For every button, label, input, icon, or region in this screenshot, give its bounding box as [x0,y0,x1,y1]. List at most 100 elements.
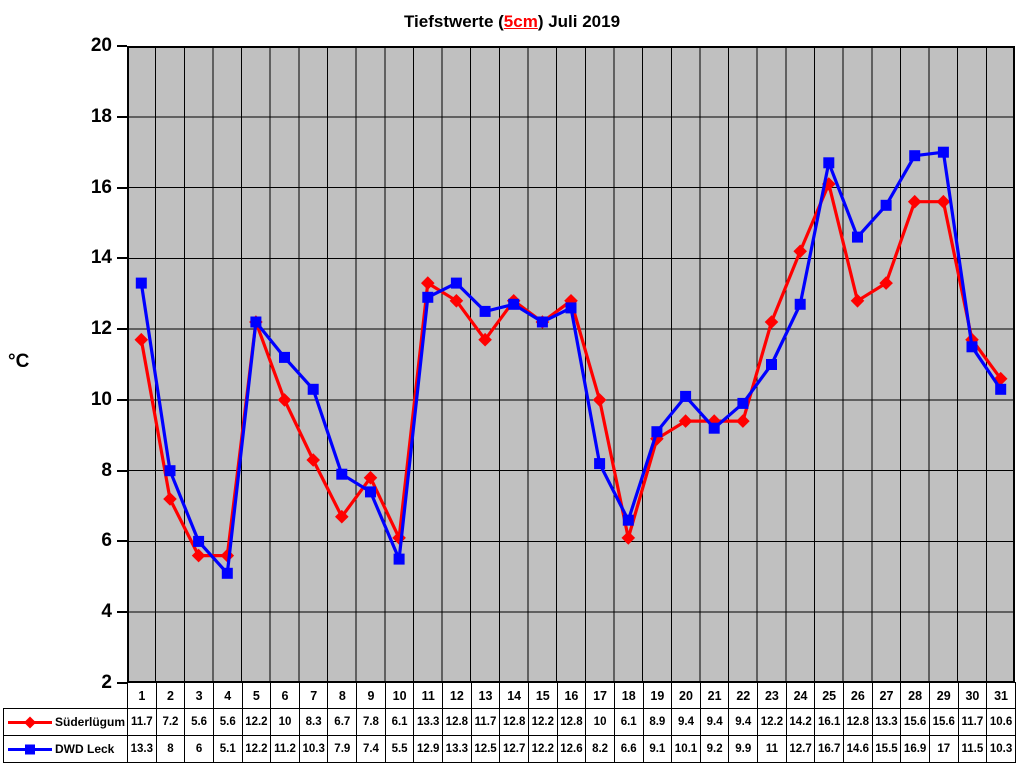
marker-square [766,359,777,370]
day-header-cell: 12 [442,682,472,709]
value-cell: 12.8 [556,708,587,736]
day-header-cell: 26 [843,682,873,709]
marker-diamond [592,393,607,407]
title-prefix: Tiefstwerte ( [403,12,504,31]
day-header-cell: 13 [470,682,501,709]
value-cell: 13.3 [127,735,157,763]
legend-entry: Süderlügum [5,715,127,730]
y-axis-tick [117,115,127,118]
value-cell: 5.1 [212,735,243,763]
day-header-cell: 31 [986,682,1016,709]
day-header-cell: 25 [814,682,845,709]
y-axis-tick [117,257,127,260]
marker-square [565,302,577,314]
day-header-cell: 9 [356,682,386,709]
marker-diamond [678,414,693,428]
marker-square [336,468,348,480]
day-header-cell: 20 [671,682,701,709]
value-cell: 12.8 [843,708,873,736]
marker-square [995,383,1007,395]
day-header-cell: 24 [785,682,816,709]
marker-square [250,316,262,328]
value-cell: 10.3 [298,735,329,763]
value-cell: 7.8 [356,708,386,736]
marker-square [852,231,863,243]
value-cell: 10.1 [671,735,701,763]
day-header-cell: 6 [270,682,300,709]
value-cell: 11.7 [957,708,988,736]
day-header-cell: 8 [327,682,358,709]
value-cell: 15.6 [928,708,959,736]
value-cell: 13.3 [871,708,902,736]
y-axis-tick [117,611,127,614]
marker-square [307,383,319,395]
value-cell: 6.7 [327,708,358,736]
value-cell: 7.2 [155,708,186,736]
marker-square [937,146,949,158]
marker-square [651,426,663,438]
marker-square [193,535,205,547]
value-cell: 16.7 [814,735,845,763]
value-cell: 6.1 [384,708,415,736]
value-cell: 11.7 [470,708,501,736]
value-cell: 9.1 [642,735,673,763]
value-cell: 5.5 [384,735,415,763]
day-header-cell: 23 [757,682,787,709]
value-cell: 5.6 [212,708,243,736]
value-cell: 7.4 [356,735,386,763]
day-header-cell: 7 [298,682,329,709]
y-axis-tick [117,328,127,331]
y-axis-tick [117,186,127,189]
plot-area [127,46,1015,683]
value-cell: 9.9 [728,735,759,763]
value-cell: 8.9 [642,708,673,736]
value-cell: 12.9 [413,735,444,763]
value-cell: 13.3 [442,735,472,763]
value-cell: 9.4 [671,708,701,736]
marker-diamond [421,276,435,290]
value-cell: 12.2 [241,708,272,736]
plot-background [127,46,1015,683]
value-cell: 16.1 [814,708,845,736]
marker-diamond [277,393,292,407]
day-header-cell: 11 [413,682,444,709]
day-header-cell: 2 [155,682,186,709]
legend-swatch-square-icon [8,744,52,754]
day-header-cell: 28 [900,682,930,709]
y-axis-tick [117,398,127,401]
day-header-cell: 30 [957,682,988,709]
title-suffix: ) Juli 2019 [537,12,621,31]
marker-square [880,199,892,211]
table-header-row: 1 2 3 4 5 6 7 8 9 10 11 12 13 14 15 16 17 18 19 20 21 22 23 24 2… [4,682,1016,709]
value-cell: 13.3 [413,708,444,736]
marker-square [393,553,405,565]
value-cell: 12.5 [470,735,501,763]
value-cell: 8 [155,735,186,763]
value-cell: 12.8 [499,708,529,736]
day-header-cell: 27 [871,682,902,709]
value-cell: 6 [184,735,214,763]
marker-diamond [764,315,779,329]
day-header-cell: 19 [642,682,673,709]
value-cell: 11.5 [957,735,988,763]
plot-svg [127,46,1015,683]
value-cell: 10 [585,708,615,736]
marker-square [594,458,606,470]
marker-square [135,277,147,289]
marker-square [508,298,520,310]
value-cell: 8.3 [298,708,329,736]
marker-diamond [793,244,807,259]
chart-title: Tiefstwerte (5cm) Juli 2019 [0,12,1024,32]
y-axis-tick-label: 10 [90,388,112,410]
marker-square [365,486,376,498]
marker-square [221,567,233,579]
marker-square [680,390,692,402]
value-cell: 14.6 [843,735,873,763]
marker-diamond [564,294,578,308]
day-header-cell: 14 [499,682,529,709]
value-cell: 10.3 [986,735,1016,763]
value-cell: 9.4 [699,708,730,736]
day-header-cell: 16 [556,682,587,709]
day-header-cell: 4 [212,682,243,709]
marker-diamond [850,294,865,308]
